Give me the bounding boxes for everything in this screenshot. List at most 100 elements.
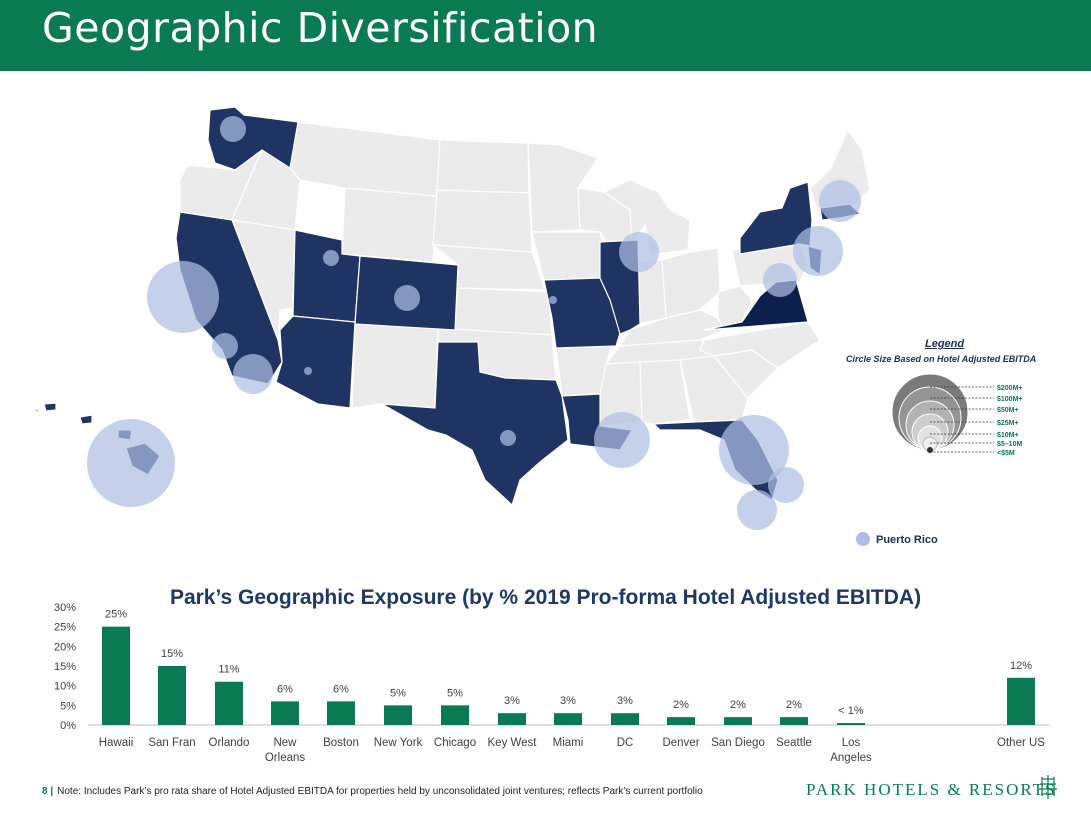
bubble-key-west	[737, 490, 777, 530]
legend-tier-1: $200M+	[997, 385, 1023, 392]
bubble-seattle	[220, 116, 246, 142]
y-tick-label: 30%	[54, 602, 76, 614]
category-label: Denver	[662, 737, 699, 749]
category-label: Other US	[997, 737, 1045, 749]
bubble-arizona	[304, 367, 312, 375]
category-label: San Fran	[148, 737, 195, 749]
y-tick-label: 0%	[60, 720, 76, 732]
footer-note: 8 | Note: Includes Park’s pro rata share …	[42, 786, 703, 797]
legend-title: Legend	[925, 338, 965, 350]
state-nebraska	[431, 244, 546, 291]
y-tick-label: 15%	[54, 661, 76, 673]
bar-denver	[667, 717, 695, 725]
title-banner: Geographic Diversification	[0, 0, 1091, 71]
bar-miami	[554, 713, 582, 725]
bubble-new-orleans	[594, 412, 650, 468]
park-states	[32, 106, 862, 507]
state-new-mexico	[351, 321, 439, 409]
state-wyoming	[341, 187, 438, 263]
state-georgia	[679, 355, 749, 423]
y-tick-label: 10%	[54, 681, 76, 693]
bar-dc	[611, 713, 639, 725]
category-label: Orlando	[209, 737, 250, 749]
legend-tier-3: $50M+	[997, 407, 1019, 414]
category-label: Chicago	[434, 737, 476, 749]
puerto-rico-label: Puerto Rico	[876, 534, 938, 546]
state-south-dakota	[432, 189, 533, 253]
brand-tree-icon	[1039, 775, 1057, 799]
state-arizona	[275, 315, 356, 409]
brand-wordmark: PARK HOTELS & RESORTS	[806, 780, 1057, 799]
data-label: 5%	[390, 687, 406, 699]
bubble-boston	[819, 180, 861, 222]
state-alabama	[639, 359, 691, 425]
category-label: New	[273, 737, 297, 749]
data-label: 3%	[504, 695, 520, 707]
data-label: 25%	[105, 609, 127, 621]
state-hawaii-kauai	[43, 402, 57, 412]
data-label: 15%	[161, 648, 183, 660]
bubble-texas	[500, 430, 516, 446]
state-kansas	[454, 287, 553, 336]
category-label: San Diego	[711, 737, 765, 749]
ebitda-bubbles	[87, 116, 861, 530]
legend-subtitle: Circle Size Based on Hotel Adjusted EBIT…	[846, 354, 1037, 364]
data-label: 11%	[218, 664, 239, 676]
data-label: 6%	[333, 683, 349, 695]
bar-chicago	[441, 705, 469, 725]
state-new-york	[739, 181, 813, 255]
bubble-denver	[394, 285, 420, 311]
legend-graphic: $200M+ $100M+ $50M+ $25M+ $10M+ $5–10M <…	[891, 373, 1023, 457]
bar-los-angeles	[837, 723, 865, 725]
bar-boston	[327, 701, 355, 725]
category-label: Boston	[323, 737, 359, 749]
state-north-carolina	[699, 321, 821, 369]
bubble-san-diego	[233, 354, 273, 394]
category-label: Los	[842, 737, 861, 749]
bubble-hawaii	[87, 419, 175, 507]
legend-tier-5: $10M+	[997, 432, 1019, 439]
page-number: 8 |	[42, 786, 54, 797]
bar-new-orleans	[271, 701, 299, 725]
data-label: < 1%	[838, 705, 864, 717]
data-label: 12%	[1010, 660, 1032, 672]
bubble-dc	[763, 263, 797, 297]
state-north-dakota	[436, 139, 530, 194]
bar-other-us	[1007, 677, 1035, 725]
data-label: 3%	[617, 695, 633, 707]
bar-key-west	[498, 713, 526, 725]
footer-note-text: Note: Includes Park’s pro rata share of …	[57, 786, 703, 797]
legend-tier-4: $25M+	[997, 420, 1019, 427]
data-label: 5%	[447, 687, 463, 699]
bubble-new-york	[793, 226, 843, 276]
data-label: 6%	[277, 683, 293, 695]
state-california	[175, 211, 283, 385]
y-tick-label: 25%	[54, 622, 76, 634]
category-label: Miami	[553, 737, 584, 749]
category-label: Seattle	[776, 737, 812, 749]
state-hawaii-oahu	[79, 414, 93, 425]
legend-tier-2: $100M+	[997, 396, 1023, 403]
bubble-los-angeles	[212, 333, 238, 359]
bar-seattle	[780, 717, 808, 725]
bar-orlando	[215, 681, 243, 725]
bubble-miami	[768, 467, 804, 503]
us-map: $200M+ $100M+ $50M+ $25M+ $10M+ $5–10M <…	[32, 106, 1023, 546]
category-label: Angeles	[830, 752, 872, 764]
bubble-orlando	[719, 415, 789, 485]
page-title: Geographic Diversification	[42, 4, 599, 52]
state-iowa	[531, 231, 609, 281]
bubble-missouri	[549, 296, 557, 304]
bar-hawaii	[102, 626, 130, 725]
legend-tier-7: <$5M	[997, 450, 1015, 457]
category-label: Orleans	[265, 752, 306, 764]
puerto-rico-marker	[856, 532, 870, 546]
category-label: Hawaii	[99, 737, 134, 749]
bar-san-diego	[724, 717, 752, 725]
data-label: 2%	[786, 699, 802, 711]
bar-new-york	[384, 705, 412, 725]
exposure-bar-chart: 0% 5% 10% 15% 20% 25% 30% 25% 15% 11% 6% 6% 5% 5% 3% 3…	[54, 602, 1049, 764]
state-ohio	[661, 247, 721, 319]
y-tick-label: 5%	[60, 700, 76, 712]
y-tick-label: 20%	[54, 641, 76, 653]
